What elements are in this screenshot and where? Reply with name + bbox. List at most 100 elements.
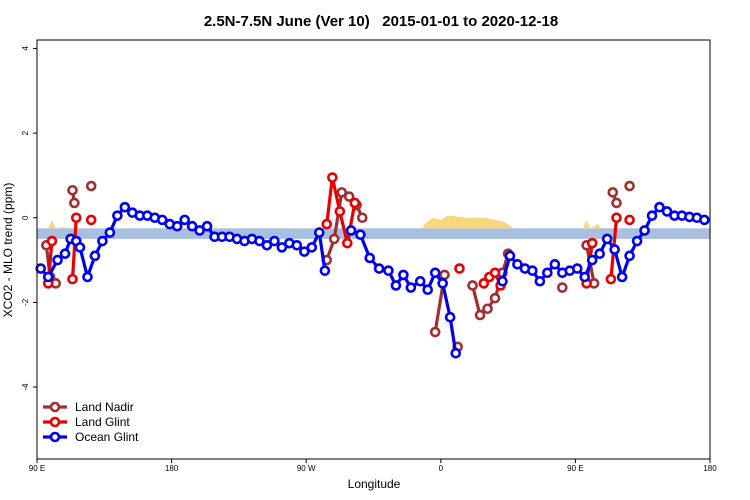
land-nadir-point (439, 269, 450, 281)
y-tick-label: -2 (21, 298, 30, 306)
land-glint-point (321, 218, 333, 230)
ocean-glint-point (631, 235, 643, 247)
ocean-glint-point (450, 347, 462, 359)
ocean-glint-point (497, 275, 508, 287)
ocean-glint-point (269, 235, 280, 247)
land-glint-point (85, 214, 97, 226)
land-nadir-point (474, 309, 486, 321)
ocean-glint-point (609, 244, 620, 255)
ocean-glint-point (579, 271, 591, 283)
ocean-glint-point (291, 239, 303, 251)
x-tick-label: 180 (703, 464, 717, 473)
ocean-glint-point (59, 248, 71, 260)
land-glint-point (605, 273, 617, 285)
ocean-glint-point (534, 275, 546, 287)
x-tick-label: 90 E (29, 464, 45, 473)
land-nadir-point (429, 326, 441, 338)
ocean-glint-point (299, 246, 310, 257)
land-nadir-point (607, 187, 619, 198)
land-glint-point (611, 212, 622, 224)
ocean-glint-point (74, 242, 86, 253)
ocean-glint-point (345, 225, 357, 236)
land-nadir-point (343, 191, 355, 202)
ocean-glint-point (429, 267, 441, 279)
y-axis-label: XCO2 - MLO trend (ppm) (1, 183, 15, 318)
chart-title: 2.5N-7.5N June (Ver 10) 2015-01-01 to 20… (204, 13, 558, 30)
land-nadir-point (624, 180, 635, 192)
ocean-glint-point (112, 210, 123, 221)
land-nadir-point (482, 303, 493, 315)
land-nadir-point (557, 282, 568, 293)
reference-band (37, 228, 710, 239)
ocean-glint-point (119, 201, 131, 213)
x-tick-label: 90 W (297, 464, 316, 473)
land-nadir-point (611, 197, 622, 209)
x-tick-label: 0 (439, 464, 444, 473)
ocean-glint-point (355, 229, 366, 240)
ocean-glint-point (437, 278, 448, 289)
ocean-glint-point (542, 267, 553, 279)
legend-label-land-glint: Land Glint (75, 415, 130, 429)
y-tick-label: 2 (21, 130, 30, 135)
ocean-glint-point (35, 263, 47, 274)
land-glint-point (624, 214, 635, 226)
land-glint-point (586, 237, 598, 249)
ocean-glint-point (422, 284, 434, 296)
ocean-glint-point (405, 282, 417, 293)
land-glint-point (489, 267, 501, 279)
ocean-glint-point (186, 220, 198, 232)
land-nadir-point (336, 187, 348, 198)
ocean-glint-point (594, 248, 606, 260)
ocean-glint-point (156, 214, 168, 226)
ocean-glint-point (276, 242, 288, 253)
ocean-glint-point (373, 263, 385, 274)
y-tick-label: 4 (21, 46, 30, 51)
ocean-glint-point (201, 220, 213, 232)
land-glint-point (454, 263, 465, 274)
ocean-glint-point (364, 252, 376, 264)
ocean-glint-point (97, 235, 108, 247)
ocean-glint-line-1 (349, 228, 458, 355)
legend-marker-land-glint (49, 416, 61, 428)
ocean-glint-point (414, 275, 426, 287)
x-tick-label: 90 E (567, 464, 583, 473)
legend-label-land-nadir: Land Nadir (75, 400, 134, 414)
ocean-glint-point (390, 280, 402, 291)
legend-marker-land-nadir (49, 401, 61, 413)
land-glint-point (478, 278, 490, 289)
ocean-glint-point (42, 271, 54, 283)
series-layer (35, 172, 710, 359)
ocean-glint-point (104, 227, 116, 238)
ocean-glint-point (254, 235, 265, 247)
land-glint-point (327, 172, 338, 183)
ocean-glint-point (646, 210, 658, 221)
land-nadir-point (85, 180, 97, 192)
plot-frame (36, 39, 711, 460)
land-glint-point (342, 237, 353, 249)
land-glint-point (46, 235, 58, 247)
ocean-glint-point (171, 220, 183, 232)
legend-marker-ocean-glint (49, 431, 61, 443)
land-nadir-point (489, 292, 501, 304)
ocean-glint-point (261, 239, 273, 251)
land-nadir-point (467, 280, 478, 291)
ocean-glint-point (654, 201, 665, 213)
ocean-glint-point (82, 271, 93, 283)
land-nadir-point (328, 233, 340, 245)
ocean-glint-point (89, 250, 101, 262)
ocean-glint-point (306, 242, 318, 253)
ocean-glint-point (624, 250, 635, 262)
topography-area (37, 215, 636, 229)
ocean-glint-point (52, 254, 63, 266)
plot-background (37, 215, 710, 239)
ocean-glint-point (398, 269, 409, 281)
land-nadir-point (69, 197, 80, 209)
x-axis-label: Longitude (348, 477, 401, 491)
land-glint-point (334, 206, 346, 217)
land-glint-point (349, 197, 361, 209)
axes: 90 E 180 90 W 0 90 E 180 -4 -2 0 2 4 (21, 46, 717, 473)
ocean-glint-point (549, 259, 561, 270)
land-nadir-point (67, 184, 78, 196)
